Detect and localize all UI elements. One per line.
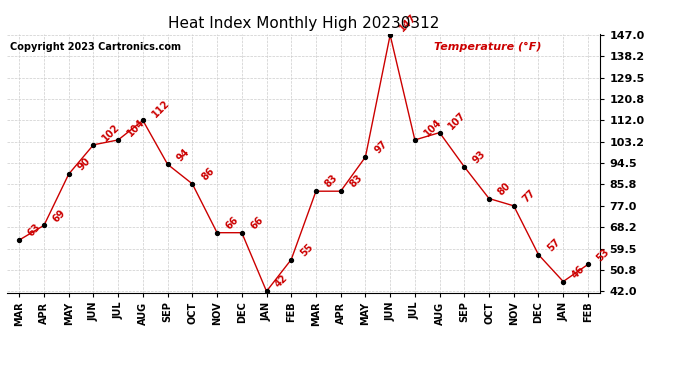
Point bbox=[286, 256, 297, 262]
Point bbox=[236, 230, 247, 236]
Text: 66: 66 bbox=[224, 215, 241, 231]
Text: 90: 90 bbox=[76, 156, 92, 173]
Point bbox=[409, 137, 420, 143]
Point bbox=[582, 261, 593, 267]
Text: 83: 83 bbox=[348, 173, 364, 190]
Text: 97: 97 bbox=[373, 139, 389, 156]
Point bbox=[335, 188, 346, 194]
Point bbox=[14, 237, 25, 243]
Text: 102: 102 bbox=[100, 122, 121, 143]
Text: 46: 46 bbox=[570, 264, 586, 280]
Point bbox=[39, 222, 50, 228]
Point bbox=[533, 252, 544, 258]
Point bbox=[137, 117, 148, 123]
Text: 69: 69 bbox=[51, 207, 68, 224]
Text: 57: 57 bbox=[545, 237, 562, 253]
Title: Heat Index Monthly High 20230312: Heat Index Monthly High 20230312 bbox=[168, 16, 440, 31]
Point bbox=[63, 171, 75, 177]
Text: 104: 104 bbox=[125, 117, 146, 138]
Point bbox=[360, 154, 371, 160]
Text: 80: 80 bbox=[496, 180, 513, 197]
Text: 147: 147 bbox=[397, 12, 418, 34]
Point bbox=[261, 288, 272, 294]
Point bbox=[112, 137, 124, 143]
Point bbox=[558, 279, 569, 285]
Text: 77: 77 bbox=[521, 188, 538, 204]
Text: 93: 93 bbox=[471, 149, 488, 165]
Text: 86: 86 bbox=[199, 166, 216, 183]
Text: 66: 66 bbox=[248, 215, 266, 231]
Text: 104: 104 bbox=[422, 117, 443, 138]
Point bbox=[187, 181, 198, 187]
Point bbox=[162, 161, 173, 167]
Point bbox=[384, 32, 395, 38]
Text: 63: 63 bbox=[26, 222, 43, 238]
Text: 94: 94 bbox=[175, 146, 191, 163]
Text: 112: 112 bbox=[150, 98, 171, 119]
Point bbox=[484, 195, 495, 201]
Point bbox=[434, 130, 445, 136]
Text: 42: 42 bbox=[273, 273, 290, 290]
Point bbox=[212, 230, 223, 236]
Text: 55: 55 bbox=[298, 242, 315, 258]
Text: Temperature (°F): Temperature (°F) bbox=[434, 42, 542, 52]
Text: Copyright 2023 Cartronics.com: Copyright 2023 Cartronics.com bbox=[10, 42, 181, 51]
Point bbox=[310, 188, 322, 194]
Point bbox=[88, 142, 99, 148]
Point bbox=[459, 164, 470, 170]
Text: 83: 83 bbox=[323, 173, 339, 190]
Point bbox=[509, 203, 520, 209]
Text: 53: 53 bbox=[595, 246, 611, 263]
Text: 107: 107 bbox=[446, 110, 468, 131]
